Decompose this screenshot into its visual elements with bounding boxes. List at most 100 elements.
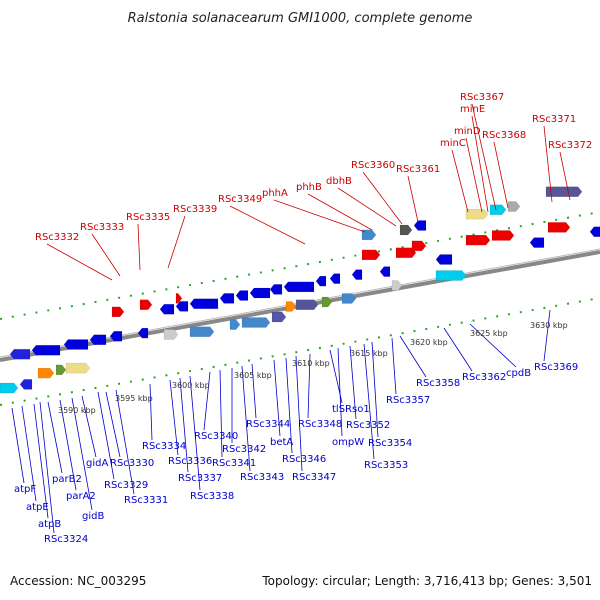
label-leader-line: [179, 377, 189, 473]
gene-arrow: [489, 204, 507, 216]
scale-tick-label: 3600 kbp: [172, 381, 210, 390]
gene-arrow: [109, 330, 123, 342]
gene-arrow: [491, 230, 515, 241]
gene-arrow: [163, 329, 179, 340]
label-leader-line: [307, 353, 311, 419]
label-leader-line: [105, 391, 121, 458]
gene-arrow: [295, 299, 319, 310]
gene-label-bottom: atpE: [26, 502, 49, 513]
gene-arrow: [341, 293, 357, 304]
gene-label-bottom: RSc3344: [246, 419, 290, 430]
gene-label-top: RSc3349: [218, 194, 262, 205]
label-leader-line: [443, 327, 473, 372]
gene-arrow: [507, 201, 521, 212]
gene-label-bottom: atpB: [38, 519, 61, 530]
gene-label-bottom: tlSRso1: [332, 404, 370, 415]
gene-label-bottom: RSc3342: [222, 444, 266, 455]
gene-arrow: [545, 186, 583, 197]
label-leader-line: [115, 389, 135, 495]
gene-arrow: [9, 348, 31, 360]
gene-arrow: [189, 298, 219, 310]
label-leader-line: [469, 323, 517, 368]
gene-arrow: [189, 326, 215, 338]
gene-arrow: [137, 327, 149, 339]
scale-tick-label: 3630 kbp: [530, 321, 568, 330]
label-leader-line: [203, 371, 211, 431]
gene-arrow: [395, 247, 417, 258]
reverse-gene-labels: atpFatpEatpBRSc3324parB2parA2gidBgidARSc…: [14, 362, 578, 545]
gene-arrow: [315, 275, 327, 287]
label-leader-line: [295, 355, 303, 472]
label-leader-line: [399, 335, 427, 378]
gene-label-top: phhA: [262, 188, 288, 199]
gene-label-bottom: RSc3329: [104, 480, 148, 491]
label-leader-line: [285, 357, 293, 454]
gene-arrow: [269, 284, 283, 295]
label-leader-line: [11, 407, 25, 484]
label-leader-line: [349, 345, 357, 420]
gene-arrow: [435, 254, 453, 265]
scale-tick-label: 3610 kbp: [292, 359, 330, 368]
gene-arrow: [435, 270, 467, 281]
gene-arrow: [321, 296, 333, 308]
scale-tick-label: 3595 kbp: [115, 394, 153, 403]
label-leader-line: [559, 151, 571, 201]
label-leader-line: [39, 401, 55, 534]
label-leader-line: [337, 187, 397, 227]
gene-label-top: RSc3361: [396, 164, 440, 175]
gene-label-bottom: RSc3330: [110, 458, 154, 469]
label-leader-line: [273, 199, 366, 233]
gene-arrow: [235, 290, 249, 301]
scale-tick-label: 3605 kbp: [234, 371, 272, 380]
scale-tick-label: 3615 kbp: [350, 349, 388, 358]
label-leaders: [11, 103, 571, 534]
gene-arrow: [63, 339, 89, 350]
gene-label-top: RSc3367: [460, 92, 504, 103]
gene-arrow: [241, 317, 271, 328]
gene-label-top: RSc3339: [173, 204, 217, 215]
gene-label-bottom: parB2: [52, 474, 82, 485]
gene-label-bottom: RSc3346: [282, 454, 326, 465]
gene-arrow: [283, 281, 315, 293]
label-leader-line: [59, 399, 77, 491]
label-leader-line: [407, 175, 419, 223]
gene-label-bottom: RSc3338: [190, 491, 234, 502]
scale-tick-label: 3590 kbp: [58, 406, 96, 415]
gene-arrow: [55, 364, 67, 376]
gene-label-top: RSc3333: [80, 222, 124, 233]
gene-arrow: [465, 234, 491, 246]
genome-summary: Topology: circular; Length: 3,716,413 bp…: [261, 574, 592, 588]
gene-label-top: RSc3360: [351, 160, 395, 171]
gene-arrow: [391, 280, 403, 291]
label-leader-line: [149, 383, 153, 441]
label-leader-line: [543, 125, 553, 203]
gene-arrow: [19, 379, 33, 390]
gene-arrow: [111, 306, 125, 318]
gene-label-bottom: RSc3358: [416, 378, 460, 389]
label-leader-line: [46, 243, 113, 281]
gene-label-bottom: gidB: [82, 511, 104, 522]
gene-arrow: [65, 362, 91, 374]
gene-arrow: [89, 334, 107, 346]
gene-arrow: [361, 249, 381, 261]
label-leader-line: [465, 137, 483, 213]
gene-label-bottom: RSc3340: [194, 431, 238, 442]
gene-label-bottom: cpdB: [506, 368, 531, 379]
gene-arrow: [271, 311, 287, 323]
gene-label-bottom: RSc3334: [142, 441, 186, 452]
gene-label-bottom: parA2: [66, 491, 96, 502]
label-leader-line: [471, 103, 497, 211]
gene-arrow: [529, 237, 545, 248]
gene-arrow: [175, 301, 189, 312]
gene-arrow: [139, 299, 153, 311]
gene-label-bottom: RSc3337: [178, 473, 222, 484]
gene-arrow: [379, 266, 391, 277]
gene-label-top: minD: [454, 126, 481, 137]
gene-arrow: [229, 319, 241, 330]
gene-arrow: [37, 367, 55, 379]
gene-label-bottom: ompW: [332, 437, 364, 448]
gene-label-bottom: RSc3353: [364, 460, 408, 471]
gene-label-top: RSc3368: [482, 130, 526, 141]
